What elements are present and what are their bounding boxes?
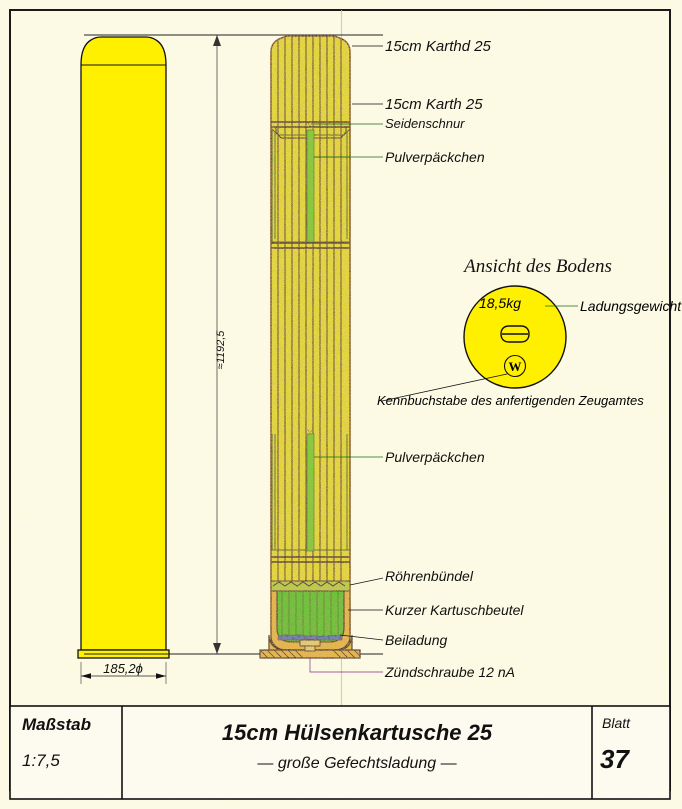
svg-text:15cm Hülsenkartusche 25: 15cm Hülsenkartusche 25 xyxy=(222,720,493,745)
svg-text:Kurzer Kartuschbeutel: Kurzer Kartuschbeutel xyxy=(385,602,524,618)
svg-text:Pulverpäckchen: Pulverpäckchen xyxy=(385,449,485,465)
svg-text:Röhrenbündel: Röhrenbündel xyxy=(385,568,474,584)
svg-text:Blatt: Blatt xyxy=(602,715,631,731)
svg-text:Ansicht des Bodens: Ansicht des Bodens xyxy=(462,256,612,277)
svg-text:15cm Karthd 25: 15cm Karthd 25 xyxy=(385,38,492,55)
svg-text:Maßstab: Maßstab xyxy=(22,715,91,734)
svg-text:Ladungsgewicht: Ladungsgewicht xyxy=(580,298,682,314)
svg-text:1:7,5: 1:7,5 xyxy=(22,751,60,770)
svg-text:15cm Karth 25: 15cm Karth 25 xyxy=(385,96,483,113)
svg-text:≈1192,5: ≈1192,5 xyxy=(215,330,227,370)
svg-text:18,5kg: 18,5kg xyxy=(479,295,521,311)
svg-text:Beiladung: Beiladung xyxy=(385,632,447,648)
svg-text:Kennbuchstabe des anfertigende: Kennbuchstabe des anfertigenden Zeugamte… xyxy=(377,393,644,408)
svg-text:37: 37 xyxy=(600,744,630,774)
svg-text:— große Gefechtsladung —: — große Gefechtsladung — xyxy=(256,755,457,772)
svg-text:Seidenschnur: Seidenschnur xyxy=(385,116,465,131)
svg-text:Zündschraube 12 nA: Zündschraube 12 nA xyxy=(384,664,515,680)
svg-text:185,2ϕ: 185,2ϕ xyxy=(103,661,143,676)
svg-text:W: W xyxy=(509,359,522,374)
svg-text:Pulverpäckchen: Pulverpäckchen xyxy=(385,149,485,165)
